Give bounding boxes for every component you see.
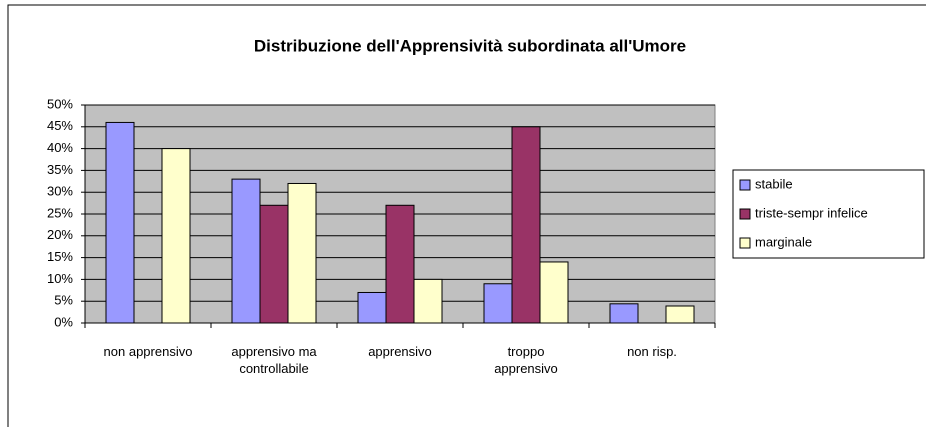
y-tick-label: 0% — [54, 314, 73, 329]
bar — [483, 283, 513, 324]
bar — [105, 121, 135, 324]
y-tick-label: 30% — [47, 184, 73, 199]
legend — [732, 169, 925, 259]
bar — [259, 204, 289, 324]
y-tick-label: 45% — [47, 118, 73, 133]
legend-swatch — [739, 237, 751, 249]
bar — [161, 148, 191, 324]
bar — [609, 303, 639, 324]
chart-title: Distribuzione dell'Apprensività subordin… — [254, 36, 686, 55]
legend-label: triste-sempr infelice — [755, 205, 868, 220]
x-tick-label: troppo apprensivo — [494, 344, 558, 376]
x-tick-label: non apprensivo — [103, 344, 193, 359]
y-tick-label: 10% — [47, 271, 73, 286]
x-tick-label: non risp. — [627, 344, 677, 359]
legend-label: stabile — [755, 176, 793, 191]
y-tick-label: 50% — [47, 96, 73, 111]
legend-swatch — [739, 208, 751, 220]
y-tick-label: 20% — [47, 227, 73, 242]
x-tick-label: apprensivo ma controllabile — [231, 344, 317, 376]
bar — [539, 261, 569, 324]
bar — [287, 182, 317, 324]
bar — [511, 126, 541, 324]
y-tick-label: 25% — [47, 205, 73, 220]
bar — [665, 305, 695, 324]
y-tick-label: 40% — [47, 140, 73, 155]
x-tick-label: apprensivo — [368, 344, 432, 359]
y-tick-label: 15% — [47, 249, 73, 264]
y-tick-label: 35% — [47, 162, 73, 177]
bar — [385, 204, 415, 324]
y-tick-label: 5% — [54, 293, 73, 308]
bar — [231, 178, 261, 324]
bar — [357, 291, 387, 324]
legend-label: marginale — [755, 234, 812, 249]
bar — [413, 278, 443, 324]
legend-swatch — [739, 179, 751, 191]
